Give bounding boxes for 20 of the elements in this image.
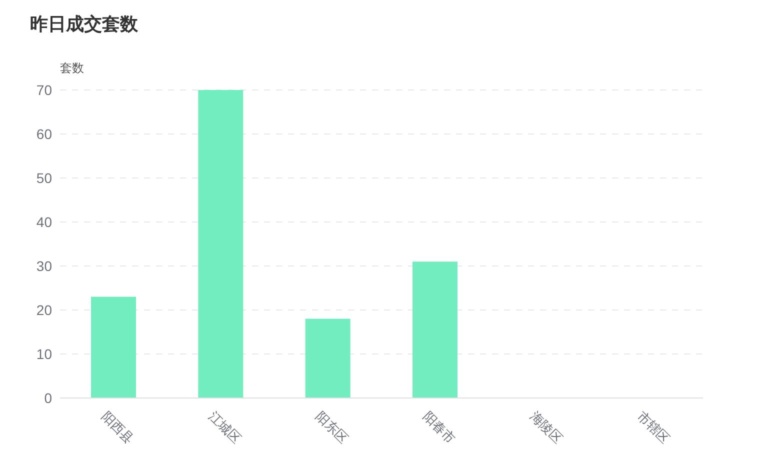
x-tick-label: 江城区 [206, 408, 244, 446]
y-axis-title: 套数 [60, 60, 84, 77]
y-tick-label: 70 [36, 82, 52, 98]
bar [91, 296, 136, 398]
y-tick-label: 0 [44, 390, 52, 406]
x-tick-label: 市辖区 [634, 408, 673, 446]
chart-title: 昨日成交套数 [30, 13, 138, 36]
bar [412, 262, 458, 398]
x-tick-label: 阳西县 [98, 408, 137, 446]
bar [198, 90, 244, 398]
x-tick-label: 阳东区 [313, 408, 352, 446]
x-tick-label: 阳春市 [420, 408, 458, 446]
y-tick-label: 10 [36, 346, 52, 362]
y-tick-label: 20 [36, 302, 52, 318]
y-tick-label: 30 [36, 258, 52, 274]
y-tick-label: 40 [36, 214, 52, 230]
y-tick-label: 60 [36, 126, 52, 142]
x-tick-label: 海陵区 [527, 408, 566, 446]
bar [305, 318, 350, 398]
y-tick-label: 50 [36, 170, 52, 186]
